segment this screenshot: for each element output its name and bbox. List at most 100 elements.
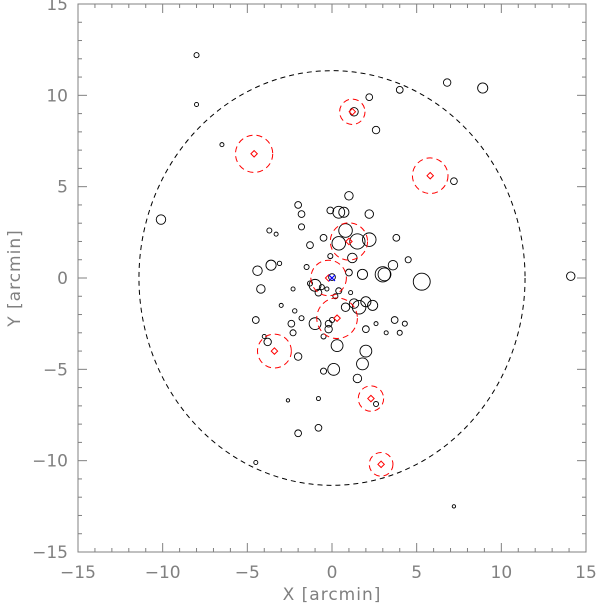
source-circle bbox=[298, 315, 305, 322]
source-circle bbox=[442, 78, 452, 87]
source-circle bbox=[362, 232, 377, 247]
highlight-dashed-circle bbox=[368, 451, 394, 477]
source-circle bbox=[348, 290, 354, 296]
source-circle bbox=[303, 264, 310, 271]
x-axis-label: X [arcmin] bbox=[283, 585, 382, 605]
source-circle bbox=[390, 316, 399, 324]
y-tick-label: 0 bbox=[57, 269, 68, 289]
x-tick-labels: −15 −10 −5 0 5 10 15 bbox=[60, 563, 597, 583]
x-tick-label: −5 bbox=[235, 563, 260, 583]
source-circle bbox=[252, 265, 263, 276]
highlight-diamond-marker bbox=[270, 347, 279, 355]
y-tick-label: 5 bbox=[57, 178, 68, 198]
source-circle bbox=[377, 267, 392, 282]
source-circle bbox=[298, 223, 306, 231]
source-circle bbox=[401, 320, 408, 327]
source-circle bbox=[349, 233, 366, 250]
source-circle bbox=[338, 223, 353, 238]
y-tick-label: 10 bbox=[46, 86, 68, 106]
source-circle bbox=[450, 177, 458, 186]
y-tick-labels: −15 −10 −5 0 5 10 15 bbox=[32, 0, 68, 563]
source-circle bbox=[327, 362, 341, 376]
source-circle bbox=[395, 86, 404, 94]
source-circle bbox=[360, 296, 372, 308]
source-circle bbox=[327, 253, 334, 260]
y-tick-label: −5 bbox=[43, 360, 68, 380]
y-tick-label: 15 bbox=[46, 0, 68, 15]
source-circle bbox=[219, 142, 225, 148]
highlight-dashed-circle bbox=[310, 259, 347, 297]
highlight-diamond-marker bbox=[348, 107, 357, 116]
boundary-ellipse bbox=[138, 70, 526, 486]
source-circle bbox=[335, 287, 343, 295]
source-circle bbox=[293, 352, 303, 361]
source-circle bbox=[352, 373, 363, 384]
highlight-diamond-marker bbox=[333, 314, 341, 323]
source-circle bbox=[373, 401, 380, 408]
source-circle bbox=[263, 337, 272, 347]
source-circle bbox=[338, 206, 350, 218]
source-circle bbox=[324, 319, 333, 328]
highlight-diamond-marker bbox=[377, 460, 386, 469]
source-circle bbox=[314, 288, 323, 297]
x-tick-label: 0 bbox=[327, 563, 338, 583]
source-circle bbox=[306, 241, 314, 249]
source-circle bbox=[340, 302, 351, 312]
source-circle bbox=[367, 299, 379, 311]
source-circle bbox=[328, 273, 336, 281]
source-circle bbox=[374, 266, 391, 283]
x-tick-label: −10 bbox=[145, 563, 181, 583]
highlight-diamond-marker bbox=[250, 149, 259, 158]
highlight-dashed-circle bbox=[234, 134, 274, 173]
source-circle bbox=[364, 209, 374, 219]
source-circle bbox=[329, 317, 335, 324]
source-circle bbox=[383, 330, 389, 336]
source-circle bbox=[314, 423, 323, 432]
source-circle bbox=[306, 280, 313, 287]
source-circle bbox=[320, 333, 327, 340]
source-circle bbox=[477, 82, 489, 94]
highlight-dashed-circle bbox=[256, 333, 292, 369]
source-circle bbox=[155, 214, 167, 225]
source-circle bbox=[373, 321, 379, 327]
source-circle bbox=[324, 324, 333, 334]
source-circle bbox=[345, 268, 353, 277]
y-tick-label: −10 bbox=[32, 452, 68, 472]
source-circle bbox=[290, 286, 296, 292]
highlight-dashed-circle bbox=[357, 385, 385, 412]
source-circle bbox=[285, 398, 291, 403]
source-circle bbox=[253, 460, 259, 465]
source-circle bbox=[326, 206, 335, 215]
source-circle bbox=[276, 260, 283, 267]
x-tick-label: 10 bbox=[491, 563, 513, 583]
source-circle bbox=[356, 357, 369, 371]
axis-ticks bbox=[77, 3, 587, 553]
source-circle bbox=[193, 52, 200, 59]
highlight-diamond-marker bbox=[345, 237, 353, 246]
source-circle bbox=[289, 329, 297, 337]
source-circle bbox=[348, 298, 360, 309]
center-cross-marker bbox=[328, 274, 336, 282]
source-circle bbox=[396, 329, 403, 336]
y-tick-label: −15 bbox=[32, 543, 68, 563]
source-circle bbox=[294, 201, 302, 209]
source-circle bbox=[294, 429, 302, 438]
source-circle bbox=[359, 344, 373, 358]
source-circle bbox=[332, 293, 339, 300]
source-circle bbox=[278, 302, 284, 308]
source-circle bbox=[194, 101, 200, 107]
source-circle bbox=[347, 252, 358, 264]
highlighted-sources bbox=[234, 98, 449, 477]
source-circle bbox=[251, 316, 260, 324]
source-circle bbox=[344, 191, 354, 201]
source-circle bbox=[319, 233, 328, 242]
source-circle bbox=[324, 286, 330, 292]
source-circle bbox=[451, 504, 457, 509]
source-circle bbox=[392, 233, 401, 242]
x-tick-label: 5 bbox=[411, 563, 422, 583]
highlight-dashed-circle bbox=[339, 98, 366, 125]
source-circle bbox=[371, 125, 381, 135]
x-tick-label: 15 bbox=[575, 563, 597, 583]
highlight-dashed-circle bbox=[411, 157, 449, 194]
